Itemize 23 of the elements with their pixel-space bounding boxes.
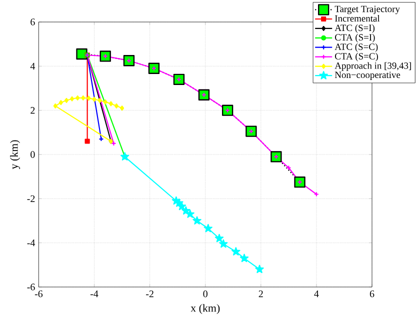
y-tick-label: 2 (30, 107, 35, 114)
x-axis-title: x (km) (190, 304, 220, 314)
legend-label: Approach in [39,43] (334, 62, 411, 71)
x-tick-label: -2 (146, 290, 154, 298)
y-tick-label: 0 (30, 151, 35, 158)
x-tick-label: -4 (90, 290, 98, 298)
y-tick-label: -2 (27, 195, 35, 202)
legend-label: CTA (S=C) (335, 52, 378, 62)
x-tick-label: 2 (258, 290, 263, 298)
legend-label: CTA (S=I) (335, 34, 375, 42)
x-tick-label: 0 (203, 290, 208, 298)
legend-label: ATC (S=C) (334, 43, 378, 52)
y-tick-label: -6 (27, 284, 35, 290)
y-axis-title: y (km) (10, 140, 20, 170)
legend-label: ATC (S=I) (334, 24, 375, 33)
legend-label: Target Trajectory (334, 6, 400, 14)
y-tick-label: 4 (30, 62, 36, 70)
x-tick-label: 6 (370, 290, 374, 298)
y-tick-label: -4 (27, 240, 36, 246)
x-tick-label: 4 (314, 290, 319, 298)
legend-label: Non−cooperative (334, 72, 400, 80)
y-tick-label: 6 (30, 18, 35, 26)
legend-label: Incremental (334, 14, 380, 22)
